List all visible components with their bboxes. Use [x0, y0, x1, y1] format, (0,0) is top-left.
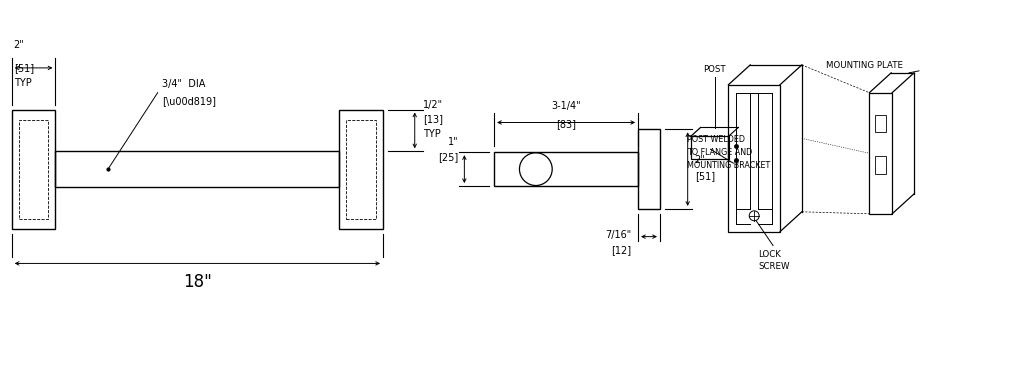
Text: [\u00d819]: [\u00d819] — [162, 96, 215, 105]
Bar — [729, 85, 780, 232]
Bar — [339, 110, 383, 229]
Bar — [18, 120, 48, 219]
Text: [25]: [25] — [438, 152, 458, 162]
Text: POST WELDED: POST WELDED — [687, 135, 745, 144]
Text: POST: POST — [703, 65, 726, 74]
Text: 2": 2" — [13, 40, 25, 50]
Text: 18": 18" — [182, 273, 212, 291]
Text: TYP: TYP — [13, 78, 32, 88]
Text: TYP: TYP — [422, 129, 441, 140]
Text: TO FLANGE AND: TO FLANGE AND — [687, 148, 752, 157]
Text: 3-1/4": 3-1/4" — [551, 101, 581, 111]
Text: [13]: [13] — [422, 114, 443, 125]
Bar — [55, 151, 339, 187]
Text: 1/2": 1/2" — [422, 99, 443, 110]
Bar — [691, 137, 729, 159]
Text: 7/16": 7/16" — [605, 230, 631, 240]
Bar — [875, 114, 887, 132]
Bar — [494, 152, 638, 186]
Bar — [875, 156, 887, 174]
Text: [51]: [51] — [13, 63, 34, 73]
Text: SCREW: SCREW — [758, 263, 789, 272]
Text: 2": 2" — [695, 155, 705, 165]
Text: [83]: [83] — [557, 119, 576, 129]
Bar — [869, 93, 892, 214]
Bar — [11, 110, 55, 229]
Text: MOUNTING BRACKET: MOUNTING BRACKET — [687, 161, 770, 170]
Bar — [346, 120, 376, 219]
Text: 1": 1" — [448, 137, 458, 147]
Text: MOUNTING PLATE: MOUNTING PLATE — [826, 61, 903, 70]
Text: [12]: [12] — [611, 245, 631, 255]
Text: [51]: [51] — [695, 171, 714, 181]
Text: 3/4"  DIA: 3/4" DIA — [162, 79, 205, 89]
Bar — [638, 129, 660, 209]
Text: LOCK: LOCK — [758, 249, 781, 258]
